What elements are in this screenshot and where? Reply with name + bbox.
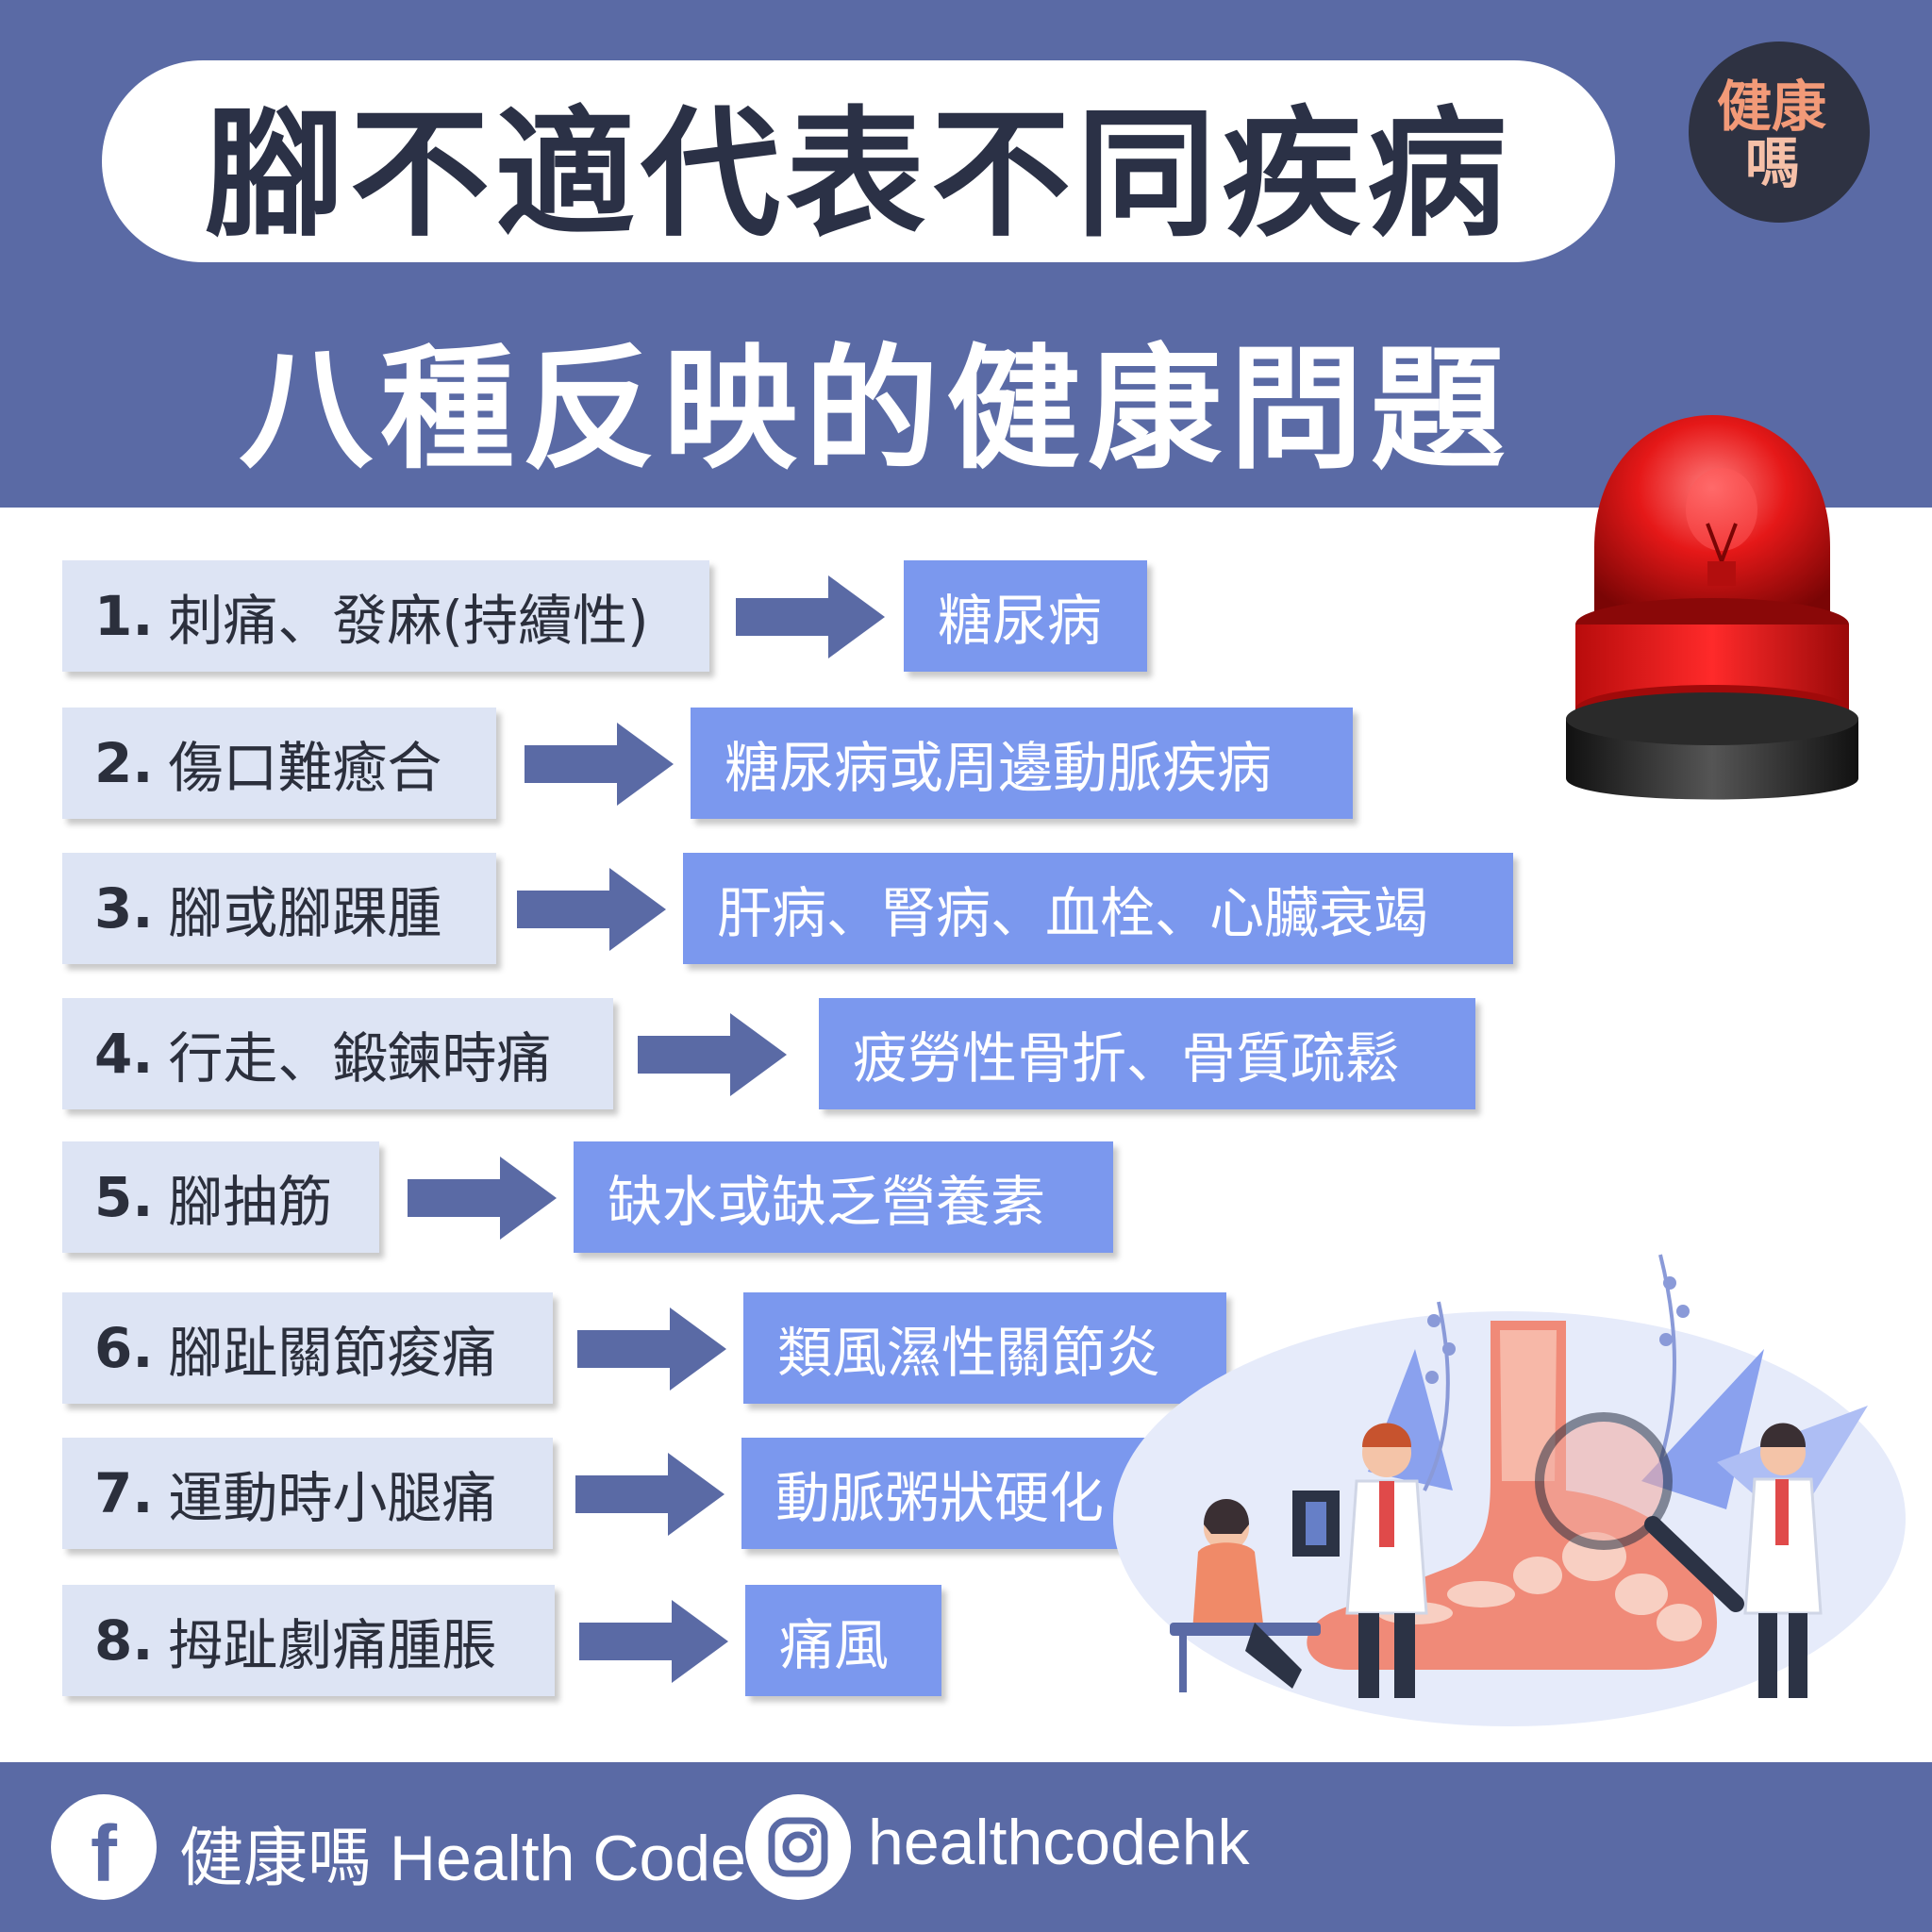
symptom-box: 2. 傷口難癒合 <box>62 708 496 819</box>
item-number: 5. <box>94 1165 154 1229</box>
list-item: 1. 刺痛、發麻(持續性) 糖尿病 <box>0 560 1932 672</box>
arrow-right-icon <box>525 723 674 806</box>
page-title: 腳不適代表不同疾病 <box>205 92 1512 256</box>
facebook-icon[interactable]: f <box>51 1794 157 1900</box>
symptom-text: 刺痛、發麻(持續性) <box>168 589 649 653</box>
symptom-text: 腳趾關節痠痛 <box>168 1321 497 1385</box>
item-number: 6. <box>94 1316 154 1380</box>
symptom-text: 腳或腳踝腫 <box>168 881 442 945</box>
symptom-text: 傷口難癒合 <box>168 736 442 800</box>
cause-box: 痛風 <box>745 1585 941 1696</box>
logo-text-line2: 嗎 <box>1745 131 1801 195</box>
siren-light-icon <box>1566 415 1858 800</box>
item-number: 7. <box>94 1461 154 1525</box>
symptom-box: 1. 刺痛、發麻(持續性) <box>62 560 709 672</box>
symptom-text: 運動時小腿痛 <box>168 1466 497 1530</box>
instagram-handle[interactable]: healthcodehk <box>868 1807 1250 1878</box>
cause-text: 動脈粥狀硬化 <box>775 1466 1105 1530</box>
list-item: 4. 行走、鍛鍊時痛 疲勞性骨折、骨質疏鬆 <box>0 998 1932 1109</box>
symptom-text: 拇趾劇痛腫脹 <box>168 1613 497 1677</box>
facebook-page-name[interactable]: 健康嗎 Health Code <box>179 1823 746 1894</box>
cause-text: 肝病、腎病、血栓、心臟衰竭 <box>717 881 1429 945</box>
cause-box: 肝病、腎病、血栓、心臟衰竭 <box>683 853 1513 964</box>
title-pill: 腳不適代表不同疾病 <box>102 60 1615 262</box>
cause-text: 痛風 <box>779 1613 890 1677</box>
arrow-right-icon <box>579 1600 728 1683</box>
symptom-box: 6. 腳趾關節痠痛 <box>62 1292 553 1404</box>
item-number: 1. <box>94 584 154 648</box>
list-item: 3. 腳或腳踝腫 肝病、腎病、血栓、心臟衰竭 <box>0 853 1932 964</box>
symptom-text: 腳抽筋 <box>168 1170 333 1234</box>
list-item: 6. 腳趾關節痠痛 類風濕性關節炎 <box>0 1292 1932 1404</box>
cause-box: 缺水或缺乏營養素 <box>574 1141 1113 1253</box>
arrow-right-icon <box>517 868 666 951</box>
cause-text: 類風濕性關節炎 <box>777 1321 1161 1385</box>
foot-doctors-illustration <box>1113 1254 1906 1726</box>
item-number: 4. <box>94 1022 154 1086</box>
symptom-box: 8. 拇趾劇痛腫脹 <box>62 1585 555 1696</box>
symptom-box: 7. 運動時小腿痛 <box>62 1438 553 1549</box>
instagram-glyph <box>768 1817 828 1877</box>
list-item: 7. 運動時小腿痛 動脈粥狀硬化 <box>0 1438 1932 1549</box>
facebook-f-glyph: f <box>91 1809 117 1898</box>
symptom-box: 5. 腳抽筋 <box>62 1141 379 1253</box>
cause-text: 糖尿病或周邊動脈疾病 <box>724 736 1273 800</box>
cause-box: 類風濕性關節炎 <box>743 1292 1226 1404</box>
arrow-right-icon <box>736 575 885 658</box>
symptom-text: 行走、鍛鍊時痛 <box>168 1026 552 1091</box>
cause-text: 疲勞性骨折、骨質疏鬆 <box>853 1026 1401 1091</box>
list-item: 8. 拇趾劇痛腫脹 痛風 <box>0 1585 1932 1696</box>
item-number: 8. <box>94 1608 154 1673</box>
header-band: 腳不適代表不同疾病 八種反映的健康問題 健康 嗎 <box>0 0 1932 508</box>
symptom-box: 3. 腳或腳踝腫 <box>62 853 496 964</box>
cause-text: 糖尿病 <box>938 589 1103 653</box>
list-item: 5. 腳抽筋 缺水或缺乏營養素 <box>0 1141 1932 1253</box>
arrow-right-icon <box>638 1013 787 1096</box>
item-number: 3. <box>94 876 154 941</box>
cause-box: 糖尿病或周邊動脈疾病 <box>691 708 1353 819</box>
page-subtitle: 八種反映的健康問題 <box>239 332 1512 488</box>
footer-band <box>0 1762 1932 1932</box>
cause-text: 缺水或缺乏營養素 <box>608 1170 1046 1234</box>
symptom-box: 4. 行走、鍛鍊時痛 <box>62 998 613 1109</box>
cause-box: 動脈粥狀硬化 <box>741 1438 1170 1549</box>
brand-logo: 健康 嗎 <box>1689 42 1870 223</box>
arrow-right-icon <box>408 1157 557 1240</box>
cause-box: 疲勞性骨折、骨質疏鬆 <box>819 998 1475 1109</box>
cause-box: 糖尿病 <box>904 560 1147 672</box>
arrow-right-icon <box>577 1307 726 1391</box>
instagram-icon[interactable] <box>745 1794 851 1900</box>
arrow-right-icon <box>575 1453 724 1536</box>
item-number: 2. <box>94 731 154 795</box>
list-item: 2. 傷口難癒合 糖尿病或周邊動脈疾病 <box>0 708 1932 819</box>
logo-text-line1: 健康 <box>1717 75 1827 139</box>
